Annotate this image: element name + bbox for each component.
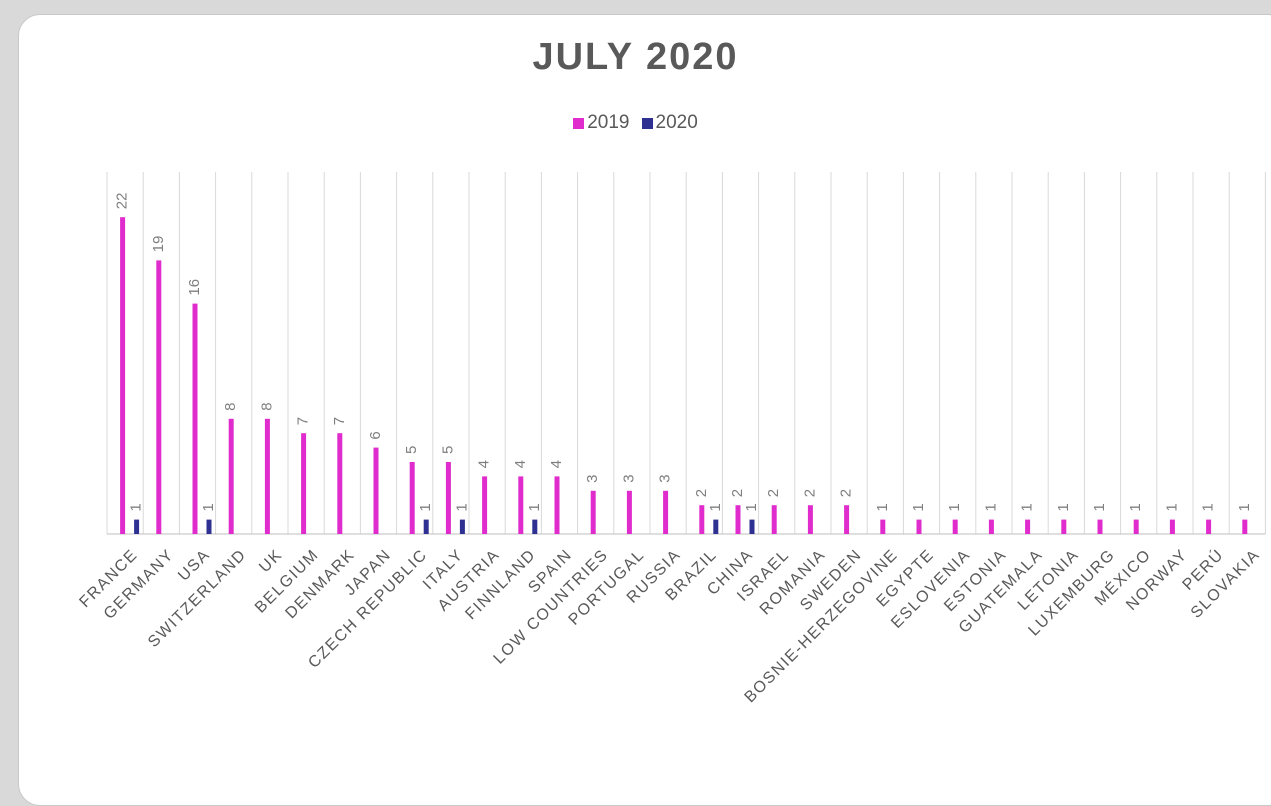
- bar-2019-bosnie-herzegovine: [880, 519, 886, 534]
- legend-item-2019: 2019: [573, 112, 630, 134]
- bar-2019-israel: [771, 505, 777, 534]
- bar-2019-norway: [1169, 519, 1175, 534]
- bar-2019-per-: [1206, 519, 1212, 534]
- bar-2019-slovakia: [1242, 519, 1248, 534]
- data-label: 3: [657, 474, 674, 482]
- bar-2019-denmark: [337, 433, 343, 534]
- legend-swatch-2020: [641, 117, 653, 129]
- legend-label-2019: 2019: [587, 112, 630, 133]
- bar-2020-france: [134, 519, 140, 534]
- data-label: 7: [295, 417, 312, 425]
- data-label: 1: [982, 503, 999, 511]
- bar-2019-sweden: [844, 505, 850, 534]
- data-label: 1: [1019, 503, 1036, 511]
- bar-2020-italy: [459, 519, 465, 534]
- data-label: 1: [946, 503, 963, 511]
- bar-2019-spain: [554, 476, 560, 534]
- bar-2019-letonia: [1061, 519, 1067, 534]
- data-label: 4: [512, 460, 529, 468]
- data-label: 1: [200, 503, 217, 511]
- bar-2019-guatemala: [1025, 519, 1031, 534]
- bar-2019-japan: [373, 447, 379, 534]
- data-label: 19: [150, 236, 167, 253]
- bar-2019-estonia: [988, 519, 994, 534]
- bar-2020-china: [749, 519, 755, 534]
- data-label: 2: [729, 489, 746, 497]
- data-label: 1: [1236, 503, 1253, 511]
- bar-2019-austria: [482, 476, 488, 534]
- data-label: 1: [1127, 503, 1144, 511]
- legend-item-2020: 2020: [641, 112, 698, 134]
- data-label: 2: [693, 489, 710, 497]
- bar-2019-romania: [807, 505, 813, 534]
- data-label: 8: [222, 402, 239, 410]
- bar-2019-low-countries: [590, 490, 596, 534]
- data-label: 1: [707, 503, 724, 511]
- data-label: 1: [743, 503, 760, 511]
- legend-swatch-2019: [573, 117, 585, 129]
- bar-2020-brazil: [713, 519, 719, 534]
- data-label: 5: [403, 446, 420, 454]
- data-label: 7: [331, 417, 348, 425]
- bar-2019-russia: [663, 490, 669, 534]
- bar-2019-italy: [445, 462, 451, 534]
- bar-2019-m-xico: [1133, 519, 1139, 534]
- data-label: 1: [417, 503, 434, 511]
- x-tick-label: UK: [256, 546, 286, 576]
- data-label: 2: [765, 489, 782, 497]
- data-label: 1: [453, 503, 470, 511]
- chart-legend: 2019 2020: [0, 112, 1271, 134]
- data-label: 4: [476, 460, 493, 468]
- bar-2019-finnland: [518, 476, 524, 534]
- bar-2019-germany: [156, 260, 162, 534]
- data-label: 1: [910, 503, 927, 511]
- data-label: 1: [874, 503, 891, 511]
- data-label: 4: [548, 460, 565, 468]
- bar-2019-uk: [264, 418, 270, 534]
- data-label: 1: [526, 503, 543, 511]
- data-label: 1: [1055, 503, 1072, 511]
- bar-2020-usa: [206, 519, 212, 534]
- data-label: 6: [367, 431, 384, 439]
- bar-2019-belgium: [301, 433, 307, 534]
- data-label: 8: [258, 402, 275, 410]
- bar-2019-czech-republic: [409, 462, 415, 534]
- bar-2020-czech-republic: [423, 519, 429, 534]
- chart-title: JULY 2020: [532, 36, 739, 78]
- data-label: 3: [620, 474, 637, 482]
- data-label: 1: [1091, 503, 1108, 511]
- data-label: 16: [186, 279, 203, 296]
- data-label: 2: [838, 489, 855, 497]
- data-label: 3: [584, 474, 601, 482]
- bar-2019-france: [120, 217, 126, 534]
- data-label: 1: [128, 503, 145, 511]
- bar-2019-egypte: [916, 519, 922, 534]
- data-label: 1: [1200, 503, 1217, 511]
- bar-2019-brazil: [699, 505, 705, 534]
- bar-2019-luxemburg: [1097, 519, 1103, 534]
- data-label: 5: [439, 446, 456, 454]
- bar-2019-usa: [192, 303, 198, 534]
- bar-2019-switzerland: [228, 418, 234, 534]
- data-label: 22: [114, 193, 131, 210]
- legend-label-2020: 2020: [655, 112, 698, 133]
- bar-2019-eslovenia: [952, 519, 958, 534]
- bar-2019-portugal: [626, 490, 632, 534]
- bar-2019-china: [735, 505, 741, 534]
- data-label: 1: [1163, 503, 1180, 511]
- bar-2020-finnland: [532, 519, 538, 534]
- chart-card: [18, 14, 1271, 806]
- data-label: 2: [801, 489, 818, 497]
